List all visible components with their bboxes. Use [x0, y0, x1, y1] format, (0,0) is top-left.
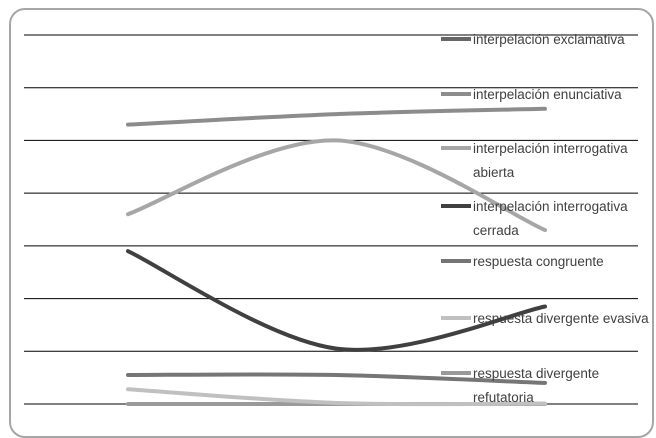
legend-item: interpelación enunciativa — [441, 87, 622, 102]
series-line-3 — [126, 138, 547, 233]
series-line-6 — [126, 387, 547, 407]
legend-label: respuesta divergente — [473, 366, 599, 381]
legend-item: interpelación interrogativa cerrada — [441, 199, 628, 238]
legend-label: respuesta congruente — [473, 254, 604, 269]
legend-label: interpelación interrogativa — [473, 141, 628, 156]
legend-label: interpelación enunciativa — [473, 87, 622, 102]
series-line-5 — [126, 372, 547, 385]
legend-label: cerrada — [473, 223, 519, 238]
line-chart: interpelación exclamativa interpelación e… — [24, 32, 649, 407]
legend-label: interpelación interrogativa — [473, 199, 628, 214]
series-line-4 — [126, 249, 547, 352]
legend-item: respuesta divergente evasiva — [441, 311, 649, 326]
legend-label: abierta — [473, 165, 515, 180]
legend: interpelación exclamativa interpelación e… — [441, 32, 649, 405]
legend-item: respuesta congruente — [441, 254, 604, 269]
legend-label: respuesta divergente evasiva — [473, 311, 649, 326]
legend-item: respuesta divergente refutatoria — [441, 366, 599, 405]
legend-label: interpelación exclamativa — [473, 32, 625, 47]
legend-item: interpelación exclamativa — [441, 32, 625, 47]
chart-frame — [9, 8, 654, 438]
legend-item: interpelación interrogativa abierta — [441, 141, 628, 180]
legend-label: refutatoria — [473, 390, 534, 405]
series-lines — [126, 106, 547, 407]
series-line-2 — [126, 106, 547, 127]
